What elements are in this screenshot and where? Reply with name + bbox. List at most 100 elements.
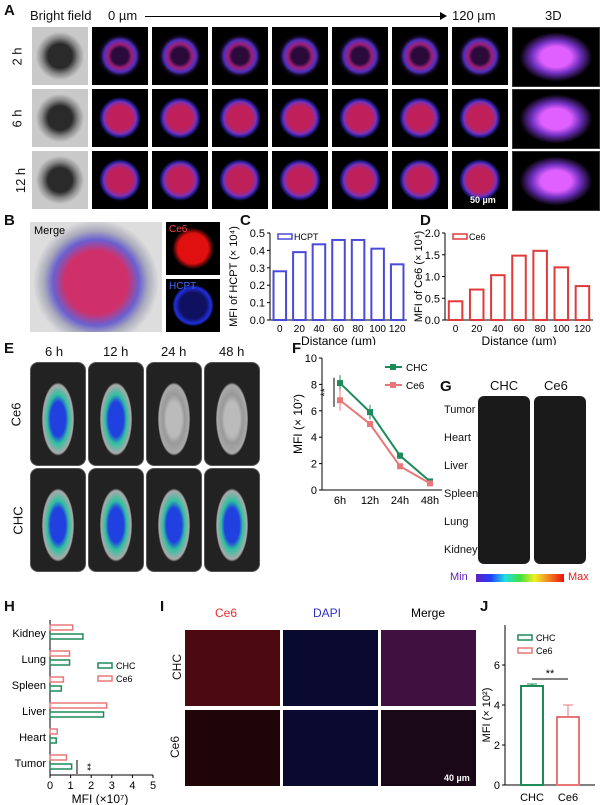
y-tick-label: 8 xyxy=(311,379,317,391)
x-tick-label: 48h xyxy=(421,495,439,507)
x-tick-label: 0 xyxy=(453,324,459,335)
legend-label: HCPT xyxy=(294,232,319,242)
organ-col-label-0: CHC xyxy=(490,378,519,393)
y-tick-label: 2 xyxy=(494,740,500,752)
legend-label: CHC xyxy=(406,363,428,374)
depth-start-label: 0 µm xyxy=(108,8,138,23)
organ-image xyxy=(478,396,530,564)
stain-label-2: Merge xyxy=(411,606,446,620)
bar-CHC xyxy=(49,763,73,770)
y-tick-label: 0.5 xyxy=(250,228,265,240)
y-tick-label: 0.5 xyxy=(425,293,440,305)
organ-label-2: Liver xyxy=(444,460,468,472)
legend-swatch xyxy=(517,647,533,654)
bar-CHC xyxy=(49,633,84,640)
bar xyxy=(370,247,385,321)
panel-label-a: A xyxy=(4,2,15,19)
bar-Ce6 xyxy=(49,728,58,735)
fluorescence-slice-image xyxy=(92,151,148,209)
panel-label-c: C xyxy=(240,212,251,229)
y-tick-label: 0.4 xyxy=(250,245,265,257)
panel-label-e: E xyxy=(4,340,15,357)
scale-bar-label-i: 40 µm xyxy=(444,773,470,783)
bright-field-image xyxy=(32,89,88,147)
fluorescence-slice-image xyxy=(332,27,388,85)
organ-label-5: Kidney xyxy=(444,544,478,556)
fluorescence-slice-image xyxy=(272,151,328,209)
bar xyxy=(389,263,405,321)
bar xyxy=(520,685,544,786)
data-point xyxy=(337,397,343,404)
x-tick-label: 2 xyxy=(88,780,94,792)
y-tick-label: 6 xyxy=(494,660,500,672)
x-tick-label: 12h xyxy=(361,495,379,507)
data-point xyxy=(367,409,373,416)
fluorescence-slice-image xyxy=(92,89,148,147)
y-axis-label: MFI of Ce6 (× 10⁴) xyxy=(413,231,425,322)
row-label-i0: CHC xyxy=(170,654,184,680)
x-tick-label: 0 xyxy=(47,780,53,792)
x-tick-label: 20 xyxy=(294,324,306,335)
row-label-2: 12 h xyxy=(13,167,29,194)
legend-swatch xyxy=(97,662,113,669)
x-tick-label: 40 xyxy=(492,324,504,335)
chart-c: 0.0 0.1 0.2 0.3 0.4 0.5 0 20 40 60 80 100 120 Distanc… xyxy=(228,226,407,345)
y-tick-label: 1.0 xyxy=(425,272,440,284)
bright-field-image xyxy=(32,27,88,85)
3d-label: 3D xyxy=(545,8,562,23)
y-tick-label: 0.1 xyxy=(250,298,265,310)
x-tick-label: 60 xyxy=(513,324,525,335)
colorbar-max-label: Max xyxy=(568,571,589,583)
ce6-label: Ce6 xyxy=(169,224,188,235)
bar-Ce6 xyxy=(49,676,65,683)
hcpt-image: HCPT xyxy=(166,279,220,332)
x-tick-label: 40 xyxy=(313,324,325,335)
time-label-3: 48 h xyxy=(219,344,245,359)
colorbar xyxy=(476,574,564,582)
legend-swatch xyxy=(97,675,113,682)
mouse-image xyxy=(88,362,144,466)
data-point xyxy=(397,463,403,470)
time-label-0: 6 h xyxy=(45,344,64,359)
fluorescence-slice-image xyxy=(392,151,448,209)
y-tick-label: 6 xyxy=(311,406,317,418)
bright-field-label: Bright field xyxy=(30,8,92,23)
x-tick-label: 3 xyxy=(109,780,115,792)
panel-label-j: J xyxy=(480,598,489,615)
colorbar-min-label: Min xyxy=(450,571,468,583)
mouse-image xyxy=(146,468,202,572)
organ-label-3: Spleen xyxy=(444,488,479,500)
organ-label-0: Tumor xyxy=(444,404,476,416)
series-line-CHC xyxy=(339,382,431,483)
x-axis-label: Distance (µm) xyxy=(482,334,557,345)
x-tick-label: 120 xyxy=(389,324,406,335)
bar xyxy=(350,238,366,322)
x-tick-label: 24h xyxy=(391,495,409,507)
fluorescence-slice-image xyxy=(332,151,388,209)
merge-label: Merge xyxy=(34,225,66,237)
y-axis-label: MFI (× 10²) xyxy=(481,688,493,743)
bar xyxy=(311,243,327,322)
series-line-Ce6 xyxy=(339,399,431,485)
row-label-1: 6 h xyxy=(9,109,25,128)
mouse-image xyxy=(146,362,202,466)
y-axis-label: MFI (× 10⁷) xyxy=(291,394,305,454)
bar-Ce6 xyxy=(49,702,108,709)
fluorescence-slice-image xyxy=(152,151,208,209)
hcpt-label: HCPT xyxy=(169,281,197,292)
panel-label-f: F xyxy=(292,340,302,357)
fluorescence-slice-image xyxy=(152,89,208,147)
bar xyxy=(490,274,506,321)
fluorescence-slice-image xyxy=(452,151,508,209)
data-point xyxy=(397,452,403,459)
merge-image: Merge xyxy=(30,222,162,332)
category-label: Lung xyxy=(22,654,46,666)
x-tick-label: Ce6 xyxy=(558,792,578,804)
y-tick-label: 0.0 xyxy=(250,315,265,327)
legend-swatch xyxy=(452,233,468,240)
category-label: Heart xyxy=(19,732,46,744)
panel-label-i: I xyxy=(160,598,165,615)
3d-reconstruction-image xyxy=(512,89,600,149)
bar-CHC xyxy=(49,685,63,692)
panel-label-g: G xyxy=(440,378,452,395)
